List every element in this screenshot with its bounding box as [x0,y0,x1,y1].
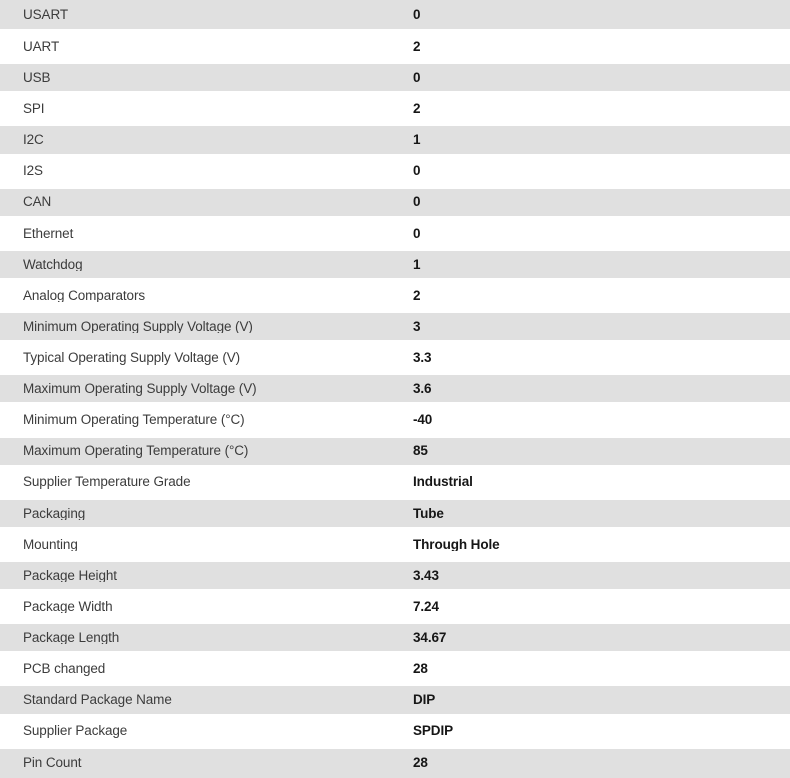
spec-value: 1 [413,257,421,272]
spec-label: Watchdog [23,257,83,272]
table-row: Mounting Through Hole [0,528,790,560]
table-row: USART 0 [0,0,790,32]
table-row: Analog Comparators 2 [0,279,790,312]
table-row: Maximum Operating Supply Voltage (V) 3.6 [0,373,790,405]
table-row: Package Width 7.24 [0,591,790,623]
table-row: UART 2 [0,31,790,63]
spec-label: Maximum Operating Temperature (°C) [23,444,249,458]
table-row: Typical Operating Supply Voltage (V) 3.3 [0,342,790,374]
spec-value: 2 [413,102,421,116]
table-row: Ethernet 0 [0,217,790,249]
spec-value: 0 [413,71,421,85]
table-row: Package Height 3.43 [0,559,790,592]
spec-label: SPI [23,102,45,116]
spec-value: 34.67 [413,630,447,645]
spec-label: Supplier Temperature Grade [23,475,191,489]
spec-label: Pin Count [23,756,82,770]
table-row: I2S 0 [0,155,790,187]
spec-label: Packaging [23,506,86,521]
spec-value: 2 [413,39,421,54]
spec-value: SPDIP [413,724,454,738]
table-row: Maximum Operating Temperature (°C) 85 [0,435,790,467]
spec-value: 2 [413,288,421,303]
spec-value: 3 [413,319,421,334]
spec-label: USART [23,7,69,22]
table-row: Pin Count 28 [0,746,790,778]
spec-label: Package Height [23,568,117,583]
spec-value: 0 [413,7,421,22]
table-row: Watchdog 1 [0,248,790,280]
spec-label: Standard Package Name [23,693,172,707]
table-row: Supplier Temperature Grade Industrial [0,466,790,498]
table-row: Minimum Operating Supply Voltage (V) 3 [0,311,790,343]
table-row: Supplier Package SPDIP [0,715,790,747]
table-row: SPI 2 [0,93,790,125]
spec-label: Analog Comparators [23,288,146,303]
spec-label: Typical Operating Supply Voltage (V) [23,351,241,365]
spec-label: Package Length [23,630,120,645]
spec-label: Mounting [23,537,78,552]
table-row: PCB changed 28 [0,653,790,685]
spec-value: Tube [413,506,444,521]
spec-label: CAN [23,195,52,209]
spec-value: 3.6 [413,382,432,396]
table-row: USB 0 [0,62,790,94]
spec-value: 28 [413,662,428,676]
spec-value: 28 [413,756,428,770]
spec-label: UART [23,39,60,54]
spec-label: PCB changed [23,662,106,676]
spec-value: 0 [413,226,421,241]
spec-value: -40 [413,413,433,427]
spec-value: 3.43 [413,568,439,583]
spec-label: Maximum Operating Supply Voltage (V) [23,382,257,396]
spec-label: Package Width [23,599,113,614]
spec-label: USB [23,71,51,85]
spec-label: I2C [23,133,44,147]
table-row: Minimum Operating Temperature (°C) -40 [0,404,790,436]
table-row: Packaging Tube [0,497,790,529]
spec-value: Through Hole [413,537,500,552]
spec-label: Minimum Operating Temperature (°C) [23,413,245,427]
spec-label: Supplier Package [23,724,128,738]
spec-value: 1 [413,133,421,147]
spec-value: 0 [413,164,421,178]
table-row: Standard Package Name DIP [0,684,790,716]
spec-value: 7.24 [413,599,439,614]
spec-label: Ethernet [23,226,74,241]
spec-value: DIP [413,693,436,707]
spec-value: 0 [413,195,421,209]
spec-value: Industrial [413,475,473,489]
table-row: I2C 1 [0,124,790,156]
table-row: Package Length 34.67 [0,622,790,654]
spec-label: Minimum Operating Supply Voltage (V) [23,319,253,334]
spec-label: I2S [23,164,43,178]
spec-value: 85 [413,444,428,458]
table-row: CAN 0 [0,186,790,218]
spec-value: 3.3 [413,351,432,365]
